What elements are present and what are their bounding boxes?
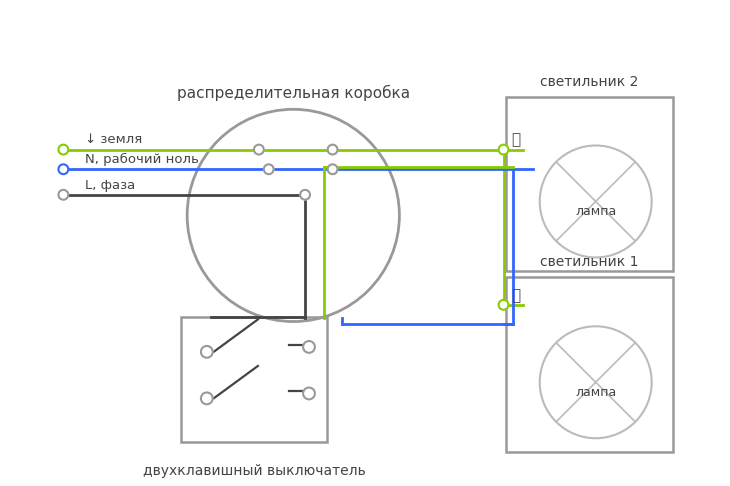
Text: ↓ земля: ↓ земля [85,133,142,146]
Text: распределительная коробка: распределительная коробка [177,85,410,102]
Circle shape [300,190,310,200]
Bar [181,316,327,442]
Circle shape [58,145,69,155]
Circle shape [303,387,315,399]
Circle shape [58,190,69,200]
Circle shape [264,164,274,174]
Text: светильник 1: светильник 1 [539,256,638,269]
Text: N, рабочий ноль: N, рабочий ноль [85,153,199,166]
Text: лампа: лампа [575,385,616,399]
Text: L, фаза: L, фаза [85,179,135,192]
Bar [505,278,672,452]
Bar [505,97,672,271]
Circle shape [201,393,212,404]
Text: светильник 2: светильник 2 [540,75,638,88]
Circle shape [58,164,69,174]
Circle shape [499,145,509,155]
Text: двухклавишный выключатель: двухклавишный выключатель [142,464,365,478]
Circle shape [499,300,509,310]
Circle shape [328,145,337,155]
Circle shape [201,346,212,358]
Text: ⏚: ⏚ [512,133,520,148]
Text: ⏚: ⏚ [512,288,520,303]
Text: лампа: лампа [575,205,616,218]
Circle shape [303,341,315,353]
Circle shape [328,164,337,174]
Circle shape [254,145,264,155]
